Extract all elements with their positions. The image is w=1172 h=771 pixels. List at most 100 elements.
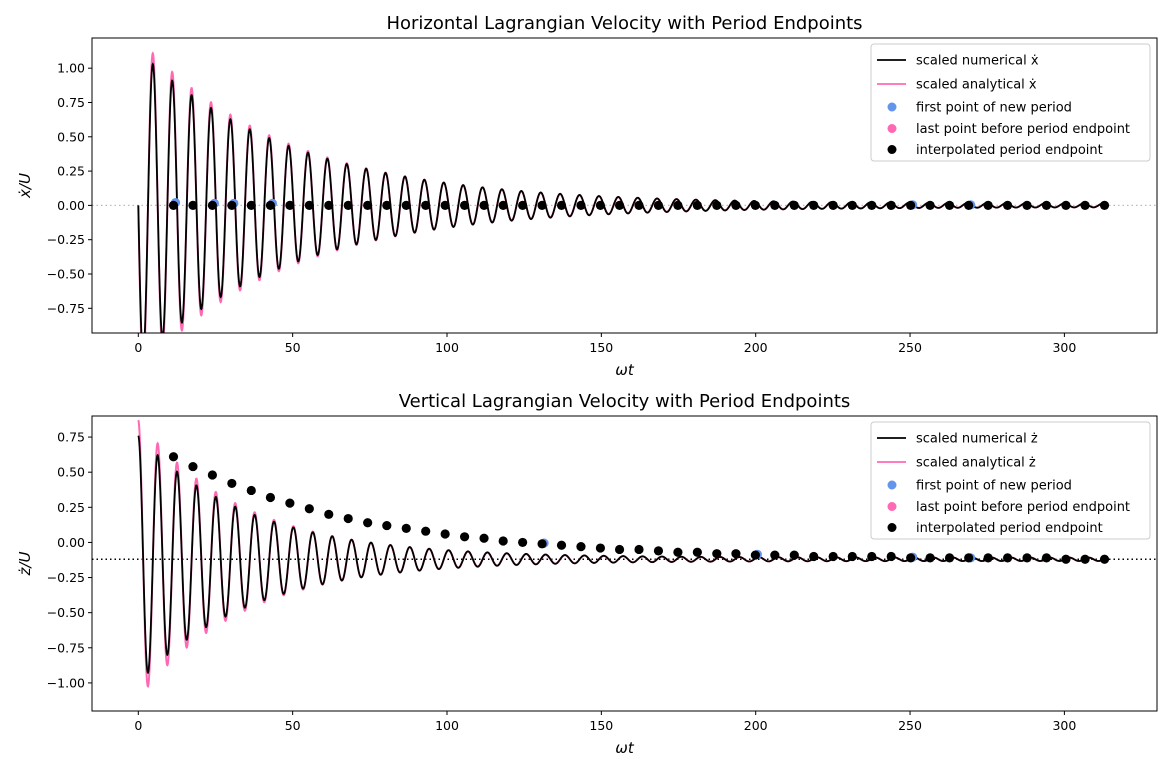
top-endpoint-marker — [1041, 200, 1052, 210]
bottom-endpoint-marker — [363, 518, 373, 528]
bottom-endpoint-marker — [673, 547, 683, 557]
bottom-endpoint-marker — [421, 526, 431, 536]
bottom-endpoint-marker — [964, 553, 974, 563]
vertical-velocity-panel: Vertical Lagrangian Velocity with Period… — [16, 391, 1158, 757]
bottom-y-tick-label: −0.25 — [47, 570, 85, 585]
top-endpoint-marker — [731, 200, 741, 210]
top-endpoint-marker — [440, 200, 450, 210]
bottom-axes-frame — [91, 415, 1158, 712]
bottom-legend-swatch-first-point — [887, 480, 897, 490]
bottom-endpoint-marker — [750, 550, 760, 560]
top-endpoint-marker — [207, 200, 217, 210]
bottom-endpoint-marker — [285, 498, 295, 508]
bottom-endpoint-marker — [925, 553, 935, 563]
bottom-legend-label-numerical: scaled numerical ż — [916, 432, 1038, 447]
top-endpoint-marker — [556, 200, 567, 210]
top-endpoint-marker — [847, 200, 857, 210]
top-endpoint-marker — [168, 200, 179, 210]
top-endpoint-marker — [634, 200, 644, 210]
bottom-endpoint-marker — [401, 523, 411, 533]
top-legend-label-endpoint: interpolated period endpoint — [916, 143, 1103, 158]
top-x-tick-label: 150 — [589, 340, 613, 355]
bottom-endpoint-marker — [440, 529, 450, 539]
bottom-legend-label-first-point: first point of new period — [916, 479, 1072, 494]
top-endpoint-marker — [1099, 200, 1110, 210]
top-plot-area — [92, 51, 1157, 333]
top-legend-box — [870, 43, 1151, 162]
top-endpoint-marker — [498, 200, 508, 210]
top-endpoint-marker — [673, 200, 683, 210]
top-endpoint-marker — [285, 200, 295, 210]
top-legend-label-analytical: scaled analytical ẋ — [916, 78, 1037, 93]
bottom-x-tick-label: 300 — [1052, 718, 1076, 733]
top-endpoint-marker — [750, 200, 760, 210]
top-y-tick-label: 0.75 — [57, 95, 85, 110]
bottom-endpoint-marker — [518, 537, 528, 548]
top-endpoint-marker — [809, 200, 819, 210]
bottom-endpoint-marker — [304, 504, 314, 514]
top-endpoint-marker — [479, 200, 489, 210]
top-endpoint-marker — [401, 200, 411, 210]
top-legend-swatch-endpoint — [887, 145, 897, 154]
top-endpoint-marker — [983, 200, 993, 210]
bottom-endpoint-marker — [595, 543, 606, 553]
top-y-tick-label: 0.50 — [57, 129, 85, 144]
top-endpoint-marker — [964, 200, 974, 210]
bottom-endpoint-marker — [1022, 553, 1032, 563]
bottom-endpoint-marker — [1080, 554, 1090, 564]
top-endpoint-marker — [246, 200, 256, 210]
top-endpoint-marker — [614, 200, 625, 210]
bottom-y-axis-label: ż/U — [16, 552, 34, 577]
top-endpoint-marker — [770, 200, 780, 210]
bottom-clipped-marks — [92, 419, 1157, 688]
top-endpoint-marker — [595, 200, 606, 210]
bottom-endpoint-marker — [692, 547, 702, 557]
bottom-y-tick-label: 0.25 — [57, 500, 85, 515]
top-endpoint-marker — [867, 200, 877, 210]
top-y-tick-label: −0.50 — [47, 267, 85, 282]
bottom-y-ticks: −1.00 −0.75 −0.50 −0.25 0.00 0.25 0.50 0.75 — [47, 430, 92, 690]
top-y-axis-label: ẋ/U — [16, 173, 34, 199]
bottom-x-ticks: 0 50 100 150 200 250 300 — [134, 711, 1076, 733]
top-endpoint-marker — [944, 200, 955, 210]
top-y-tick-label: 0.25 — [57, 164, 85, 179]
top-y-tick-label: 1.00 — [57, 61, 85, 76]
bottom-endpoint-marker — [944, 553, 955, 563]
bottom-y-tick-label: −0.75 — [47, 640, 85, 655]
bottom-plot-area — [92, 419, 1157, 688]
top-endpoint-marker — [363, 200, 373, 210]
bottom-y-tick-label: 0.50 — [57, 465, 85, 480]
top-legend-label-numerical: scaled numerical ẋ — [916, 54, 1039, 69]
top-y-tick-label: 0.00 — [57, 198, 85, 213]
top-endpoint-marker — [886, 200, 896, 210]
bottom-endpoint-marker — [537, 539, 547, 549]
top-x-tick-label: 0 — [134, 340, 142, 355]
top-endpoint-marker — [324, 200, 334, 210]
bottom-numerical-line — [137, 435, 1105, 675]
bottom-endpoint-marker — [906, 553, 916, 563]
bottom-y-tick-label: 0.00 — [57, 535, 85, 550]
top-clipped-marks — [92, 51, 1157, 333]
top-x-tick-label: 250 — [898, 340, 922, 355]
bottom-endpoint-marker — [653, 546, 664, 556]
bottom-endpoint-marker — [207, 470, 217, 480]
bottom-x-tick-label: 50 — [285, 718, 301, 733]
bottom-endpoint-marker — [382, 520, 392, 531]
bottom-y-tick-label: −1.00 — [47, 675, 85, 690]
bottom-endpoint-marker — [634, 544, 644, 555]
top-legend-swatch-first-point — [887, 102, 897, 112]
top-endpoint-marker — [459, 200, 470, 210]
bottom-endpoint-marker — [828, 551, 838, 562]
top-x-tick-label: 50 — [285, 340, 301, 355]
top-endpoint-marker — [343, 200, 353, 210]
bottom-endpoint-marker — [983, 553, 993, 563]
top-legend-label-first-point: first point of new period — [916, 101, 1072, 116]
top-y-tick-label: −0.75 — [47, 301, 85, 316]
bottom-legend-label-endpoint: interpolated period endpoint — [916, 521, 1103, 536]
top-endpoint-marker — [712, 200, 722, 210]
top-y-ticks: −0.75 −0.50 −0.25 0.00 0.25 0.50 0.75 1.00 — [47, 61, 92, 316]
bottom-x-tick-label: 100 — [435, 718, 459, 733]
top-x-axis-label: ωt — [615, 361, 635, 379]
bottom-x-axis-label: ωt — [615, 739, 635, 757]
